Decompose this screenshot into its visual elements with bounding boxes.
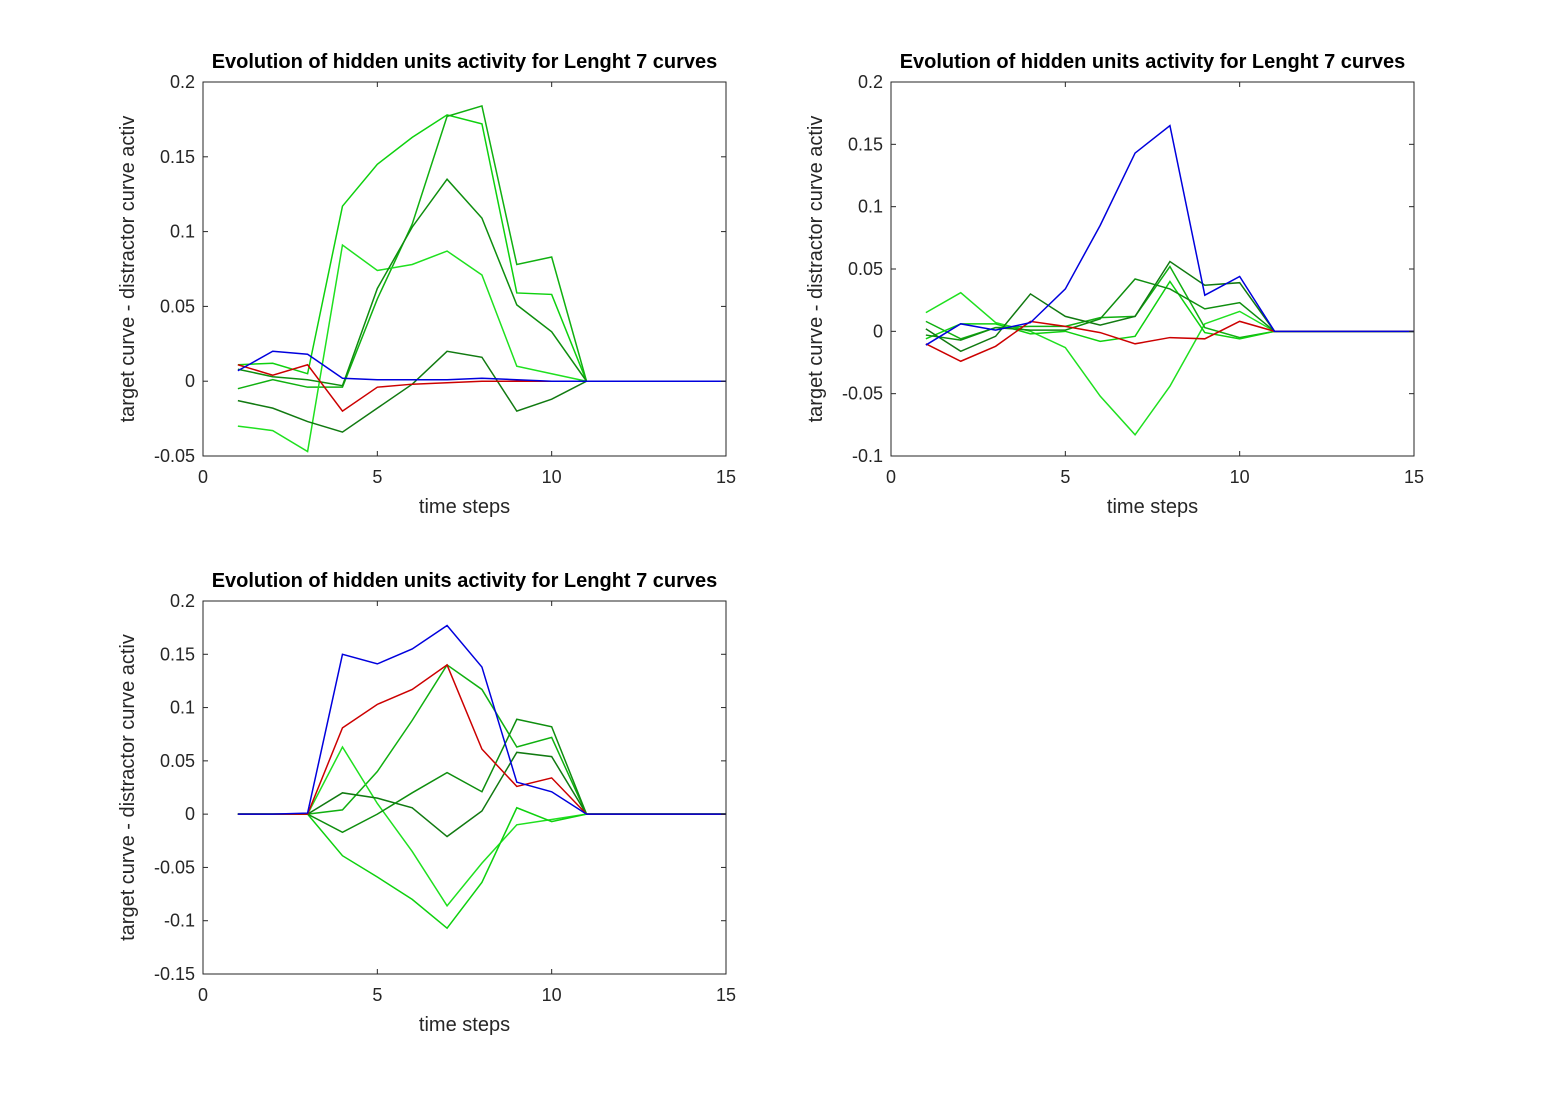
y-axis-label: target curve - distractor curve activ bbox=[117, 116, 139, 423]
y-tick-label: 0.2 bbox=[858, 72, 883, 92]
axes-box bbox=[202, 600, 727, 975]
y-tick-label: 0.15 bbox=[848, 134, 883, 154]
x-tick-label: 10 bbox=[542, 985, 562, 1005]
x-tick-label: 0 bbox=[886, 467, 896, 487]
series-line-7 bbox=[237, 350, 726, 382]
y-tick-label: 0.05 bbox=[160, 296, 195, 316]
x-tick-label: 15 bbox=[716, 985, 736, 1005]
chart-2: 0 5 10 15 -0.1 -0.05 0 0.05 0.1 0.15 0.2 Evolution … bbox=[805, 51, 1424, 518]
chart-3: 0 5 10 15 -0.15 -0.1 -0.05 0 0.05 0.1 0.15 0.2 Evolu… bbox=[117, 570, 736, 1036]
chart-title: Evolution of hidden units activity for L… bbox=[212, 570, 718, 592]
y-tick-label: -0.15 bbox=[154, 964, 195, 984]
x-tick-label: 5 bbox=[1060, 467, 1070, 487]
y-tick-label: -0.05 bbox=[154, 857, 195, 877]
y-axis-label: target curve - distractor curve activ bbox=[805, 116, 827, 423]
axes-box bbox=[202, 81, 727, 457]
x-tick-label: 5 bbox=[372, 467, 382, 487]
y-tick-label: 0 bbox=[185, 804, 195, 824]
plot-area bbox=[203, 601, 726, 974]
plot-area bbox=[203, 82, 726, 456]
y-tick-label: 0.2 bbox=[170, 72, 195, 92]
y-tick-label: 0.15 bbox=[160, 644, 195, 664]
series-group bbox=[925, 124, 1414, 437]
y-axis-label: target curve - distractor curve activ bbox=[117, 634, 139, 941]
series-group bbox=[237, 624, 726, 930]
y-tick-label: 0 bbox=[185, 371, 195, 391]
chart-title: Evolution of hidden units activity for L… bbox=[212, 51, 718, 73]
x-tick-label: 10 bbox=[1230, 467, 1250, 487]
y-tick-label: 0.1 bbox=[858, 197, 883, 217]
x-tick-label: 5 bbox=[372, 985, 382, 1005]
y-tick-label: -0.05 bbox=[154, 446, 195, 466]
series-group bbox=[237, 104, 726, 453]
y-tick-label: 0.1 bbox=[170, 698, 195, 718]
x-axis-label: time steps bbox=[1107, 496, 1198, 518]
y-tick-label: 0.05 bbox=[848, 259, 883, 279]
x-tick-label: 15 bbox=[716, 467, 736, 487]
series-line-7 bbox=[237, 624, 726, 815]
chart-title: Evolution of hidden units activity for L… bbox=[900, 51, 1406, 73]
y-tick-label: 0.2 bbox=[170, 591, 195, 611]
x-tick-label: 0 bbox=[198, 985, 208, 1005]
x-axis-label: time steps bbox=[419, 496, 510, 518]
y-tick-label: 0.15 bbox=[160, 147, 195, 167]
y-tick-label: -0.05 bbox=[842, 384, 883, 404]
y-tick-label: 0 bbox=[873, 321, 883, 341]
x-tick-label: 15 bbox=[1404, 467, 1424, 487]
x-tick-label: 0 bbox=[198, 467, 208, 487]
x-axis-label: time steps bbox=[419, 1014, 510, 1036]
y-tick-label: 0.05 bbox=[160, 751, 195, 771]
x-tick-label: 10 bbox=[542, 467, 562, 487]
series-line-7 bbox=[925, 124, 1414, 346]
y-tick-label: 0.1 bbox=[170, 222, 195, 242]
plot-area bbox=[891, 82, 1414, 456]
y-tick-label: -0.1 bbox=[852, 446, 883, 466]
y-tick-label: -0.1 bbox=[164, 911, 195, 931]
